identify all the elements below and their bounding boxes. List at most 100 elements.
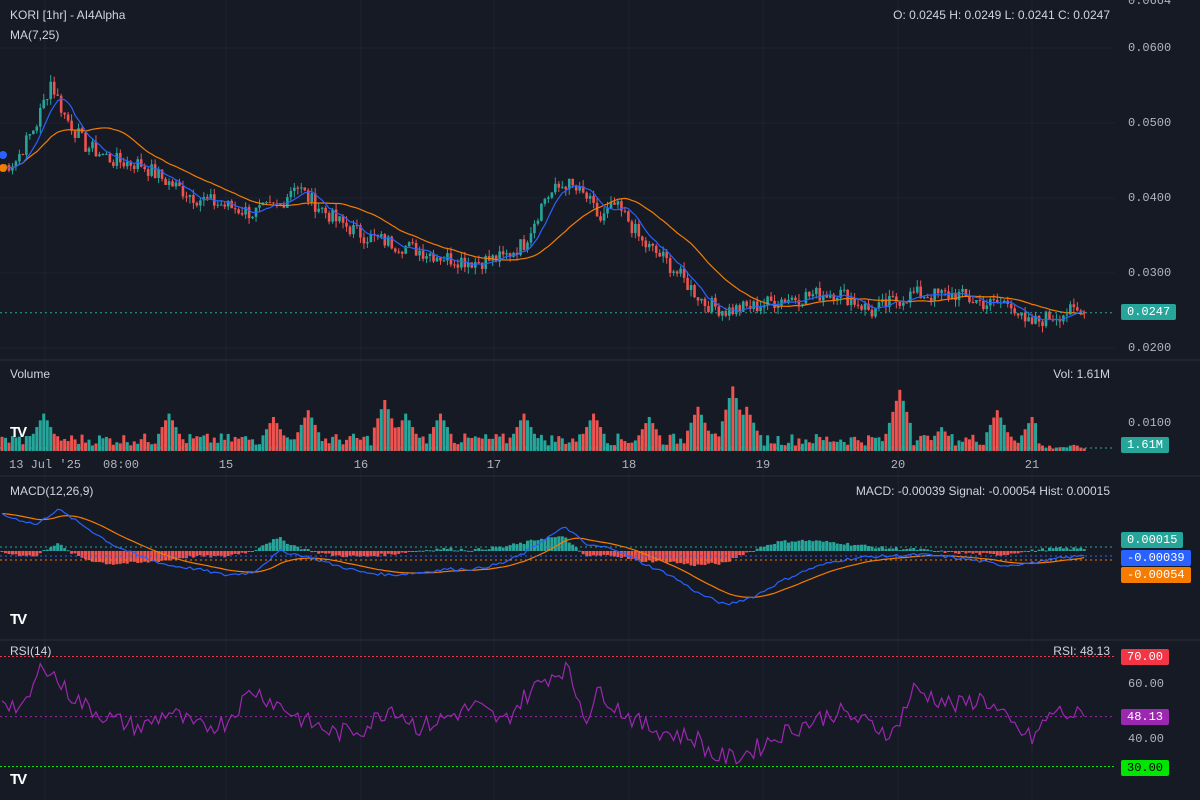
macd-hist-bar — [1054, 547, 1058, 551]
time-axis-tick: 13 Jul '25 — [8, 458, 82, 472]
macd-hist-bar — [985, 551, 989, 554]
volume-bar — [271, 417, 275, 451]
volume-bar — [574, 441, 578, 451]
candle-body — [289, 190, 293, 198]
candle-body — [1048, 311, 1051, 320]
volume-bar — [651, 423, 655, 451]
candle-body — [728, 307, 731, 316]
macd-hist-bar — [525, 540, 529, 551]
volume-bar — [870, 437, 874, 451]
macd-hist-bar — [915, 549, 919, 551]
candle-body — [98, 154, 101, 157]
candle-body — [195, 202, 199, 206]
macd-hist-bar — [606, 551, 610, 555]
candle-body — [105, 153, 108, 155]
volume-bar — [400, 420, 404, 451]
volume-bar — [971, 434, 975, 451]
volume-bar — [884, 433, 888, 451]
volume-bar — [912, 445, 916, 451]
volume-bar — [1082, 448, 1086, 451]
macd-hist-bar — [87, 551, 91, 561]
volume-bar — [727, 398, 731, 451]
volume-bar — [532, 433, 536, 451]
candle-body — [63, 112, 66, 115]
volume-bar — [379, 409, 383, 451]
volume-bar — [244, 436, 248, 451]
volume-bar — [560, 438, 564, 451]
macd-hist-bar — [717, 551, 721, 565]
volume-bar — [491, 438, 495, 451]
candle-body — [94, 141, 98, 157]
volume-bar — [759, 435, 763, 451]
macd-hist-bar — [1016, 551, 1020, 554]
macd-hist-bar — [491, 546, 495, 551]
macd-hist-bar — [967, 551, 971, 553]
time-axis-tick: 18 — [621, 458, 637, 472]
macd-hist-bar — [564, 537, 568, 551]
volume-bar — [139, 439, 143, 451]
candle-body — [968, 296, 971, 302]
candle-body — [828, 294, 832, 298]
macd-hist-bar — [327, 551, 331, 554]
candle-body — [849, 298, 853, 306]
price-axis-tick: 0.0300 — [1128, 266, 1172, 280]
candle-body — [696, 297, 700, 301]
macd-hist-bar — [553, 537, 557, 551]
volume-bar — [908, 422, 912, 451]
macd-hist-bar — [390, 551, 394, 555]
time-axis-tick: 16 — [353, 458, 369, 472]
candle-body — [219, 204, 223, 206]
candle-body — [821, 295, 825, 301]
candle-body — [992, 299, 996, 301]
macd-hist-bar — [223, 551, 227, 558]
volume-bar — [341, 444, 345, 451]
candle-body — [150, 164, 153, 176]
candle-body — [369, 233, 373, 243]
candle-body — [404, 246, 407, 254]
volume-bar — [160, 427, 164, 451]
volume-bar — [515, 427, 519, 451]
volume-bar — [769, 443, 773, 451]
candle-body — [206, 196, 209, 199]
macd-hist-bar — [247, 551, 251, 552]
candle-body — [101, 154, 105, 156]
candle-body — [209, 194, 213, 199]
volume-bar — [839, 439, 843, 451]
volume-bar — [821, 440, 825, 451]
volume-bar — [230, 441, 234, 451]
candle-body — [703, 298, 707, 307]
candle-body — [42, 99, 46, 109]
macd-hist-bar — [839, 544, 843, 551]
volume-bar — [811, 443, 815, 451]
candle-body — [348, 226, 352, 235]
macd-hist-bar — [884, 548, 888, 551]
macd-hist-bar — [971, 551, 975, 554]
macd-hist-bar — [898, 550, 902, 552]
rsi-lower-badge: 30.00 — [1121, 760, 1170, 776]
candle-body — [428, 253, 432, 257]
macd-hist-bar — [567, 542, 571, 551]
macd-hist-bar — [393, 551, 397, 555]
volume-bar — [654, 429, 658, 451]
candle-body — [609, 202, 613, 209]
macd-hist-bar — [1034, 551, 1038, 552]
macd-hist-bar — [999, 551, 1003, 556]
volume-bar — [303, 417, 307, 451]
macd-hist-bar — [275, 538, 279, 551]
candle-body — [439, 257, 442, 261]
macd-hist-bar — [296, 546, 300, 551]
volume-bar — [842, 441, 846, 451]
macd-hist-bar — [505, 546, 509, 551]
volume-bar — [766, 435, 770, 451]
volume-bar — [967, 439, 971, 451]
macd-hist-bar — [759, 546, 763, 551]
candle-body — [707, 306, 710, 313]
candle-body — [780, 299, 783, 306]
volume-bar — [1044, 448, 1048, 451]
macd-hist-bar — [331, 551, 335, 557]
macd-hist-bar — [933, 551, 937, 552]
candle-body — [557, 183, 561, 188]
volume-bar — [550, 435, 554, 451]
volume-bar — [365, 435, 369, 451]
macd-hist-bar — [786, 542, 790, 551]
